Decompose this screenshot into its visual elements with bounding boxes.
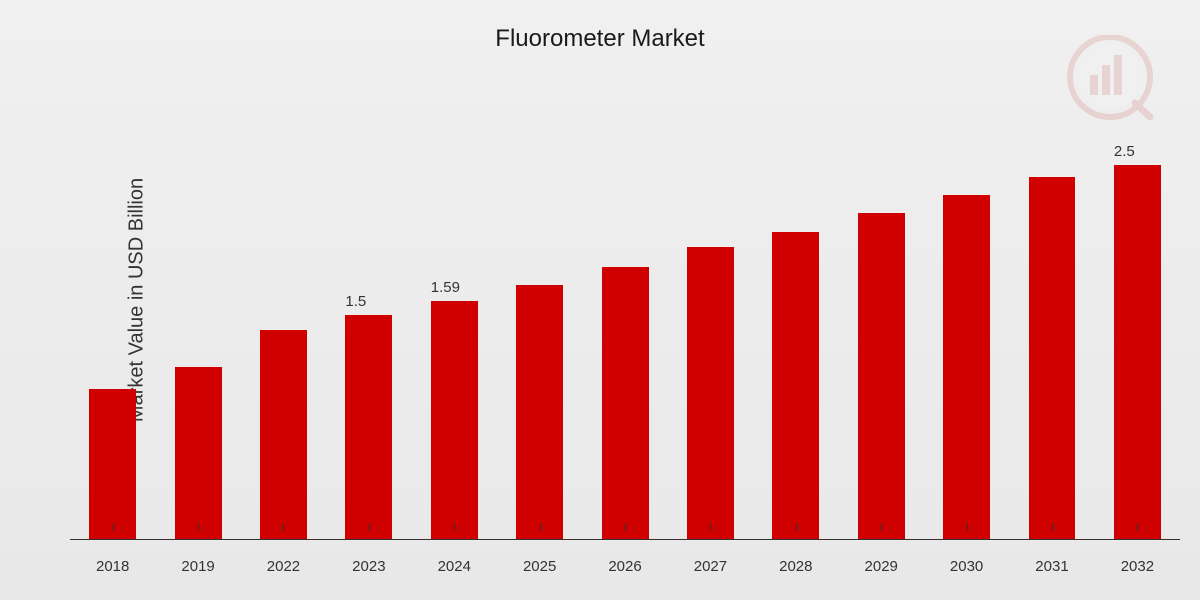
bar-value-label: 2.5 <box>1114 143 1135 160</box>
x-axis-tick: 2022 <box>241 558 326 575</box>
bar: 1.59 <box>431 301 478 539</box>
bar-wrapper: 2.5 <box>1095 120 1180 539</box>
bar <box>687 247 734 539</box>
x-axis-tick: 2029 <box>839 558 924 575</box>
bar: 1.5 <box>345 315 392 539</box>
bar-wrapper <box>839 120 924 539</box>
bar: 2.5 <box>1114 165 1161 539</box>
bar <box>858 213 905 539</box>
bar-wrapper <box>241 120 326 539</box>
x-axis-tick: 2032 <box>1095 558 1180 575</box>
x-axis-tick: 2031 <box>1009 558 1094 575</box>
x-axis-tick: 2019 <box>155 558 240 575</box>
bar <box>602 267 649 539</box>
bar <box>943 195 990 539</box>
bar <box>772 232 819 539</box>
chart-container: Fluorometer Market Market Value in USD B… <box>0 0 1200 600</box>
bar-wrapper <box>497 120 582 539</box>
x-axis-tick: 2030 <box>924 558 1009 575</box>
bars-container: 1.5 1.59 2.5 <box>70 120 1180 539</box>
x-axis-tick: 2028 <box>753 558 838 575</box>
bar-wrapper <box>155 120 240 539</box>
x-axis-tick: 2024 <box>412 558 497 575</box>
bar-wrapper <box>1009 120 1094 539</box>
bar-wrapper <box>924 120 1009 539</box>
x-axis: 2018201920222023202420252026202720282029… <box>70 558 1180 575</box>
bar-wrapper <box>753 120 838 539</box>
plot-area: 1.5 1.59 2.5 <box>70 120 1180 540</box>
bar <box>1029 177 1076 539</box>
bar-wrapper <box>582 120 667 539</box>
bar-value-label: 1.5 <box>345 293 366 310</box>
x-axis-tick: 2023 <box>326 558 411 575</box>
watermark-logo <box>1060 35 1160 125</box>
bar-wrapper: 1.59 <box>412 120 497 539</box>
bar <box>260 330 307 540</box>
bar-wrapper <box>668 120 753 539</box>
bar <box>516 285 563 539</box>
bar <box>89 389 136 539</box>
chart-title: Fluorometer Market <box>495 25 704 53</box>
x-axis-tick: 2025 <box>497 558 582 575</box>
bar-value-label: 1.59 <box>431 279 460 296</box>
x-axis-tick: 2026 <box>582 558 667 575</box>
bar-wrapper: 1.5 <box>326 120 411 539</box>
bar <box>175 367 222 539</box>
x-axis-tick: 2018 <box>70 558 155 575</box>
x-axis-tick: 2027 <box>668 558 753 575</box>
bar-wrapper <box>70 120 155 539</box>
